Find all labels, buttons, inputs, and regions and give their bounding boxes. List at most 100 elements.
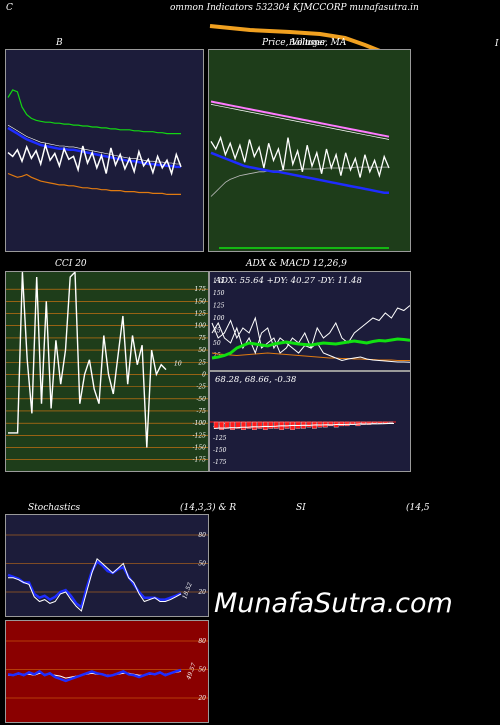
- cci-tick-label: -175: [193, 457, 207, 464]
- rsi-tick-label: 20: [197, 695, 206, 702]
- rsi-params: (14,5: [406, 503, 430, 513]
- adx-line: [211, 337, 410, 360]
- cci-tick-label: 150: [195, 298, 207, 305]
- ma-short: [210, 151, 389, 194]
- adx-tick-label: 150: [213, 290, 225, 297]
- stoch-k-line: [8, 557, 182, 612]
- page-title: ommon Indicators 532304 KJMCCORP munafas…: [170, 3, 419, 13]
- price-chart: [210, 100, 390, 249]
- adx-tick-label: 50: [213, 340, 221, 347]
- cci-title: CCI 20: [55, 259, 87, 269]
- cci-chart: 175 150 125 100 75 50 25 0 -25 -50 -75 -100 -125 -150…: [6, 272, 208, 464]
- rsi-panel: 80 50 20 49.57: [5, 620, 209, 723]
- bollinger-label: Bollinger: [289, 38, 327, 47]
- macd-tick-label: -125: [213, 435, 227, 442]
- volume-line: [209, 24, 386, 55]
- macd-histogram-bar: [213, 421, 219, 429]
- stochastics-panel: 80 50 20 18.52: [5, 514, 209, 617]
- header-left-letter: C: [6, 3, 13, 13]
- bb-price-line: [7, 142, 182, 177]
- adx-baseline: [211, 352, 410, 361]
- macd-histogram-bar: [306, 421, 312, 428]
- macd-histogram-bar: [262, 421, 268, 430]
- cci-tick-label: -100: [193, 420, 207, 427]
- macd-histogram-bar: [372, 421, 377, 424]
- price-panel: [208, 49, 411, 252]
- adx-panel: 175 150 125 100 75 50 25 ADX: 55.64 +DY: 40.27…: [209, 271, 411, 371]
- cci-line: [8, 272, 167, 448]
- rsi-tick-label: 50: [198, 667, 206, 674]
- cci-tick-label: -125: [193, 432, 207, 439]
- bollinger-title: B: [56, 38, 63, 48]
- macd-histogram-bar: [235, 421, 241, 429]
- macd-histogram-bar: [257, 421, 263, 429]
- stoch-tick-label: 50: [198, 561, 206, 568]
- cci-tick-label: 25: [197, 359, 206, 366]
- rsi-last-value: 49.57: [185, 662, 198, 682]
- cci-tick-label: 0: [202, 371, 206, 378]
- plus-di-line: [211, 305, 410, 354]
- cci-tick-label: 175: [195, 286, 207, 293]
- ma-medium: [210, 166, 389, 197]
- macd-histogram-bar: [241, 421, 246, 430]
- cci-tick-label: -75: [196, 408, 206, 415]
- ma-long: [210, 100, 390, 138]
- macd-values: 68.28, 68.66, -0.38: [215, 375, 297, 385]
- cci-tick-label: -50: [196, 396, 206, 403]
- adx-tick-label: 125: [213, 303, 225, 310]
- macd-histogram-bar: [366, 421, 372, 425]
- macd-tick-label: -150: [213, 447, 227, 454]
- macd-histogram-bar: [230, 421, 235, 430]
- macd-line: [213, 423, 394, 429]
- macd-histogram-bar: [219, 421, 225, 430]
- bollinger-chart: [7, 89, 182, 195]
- adx-tick-label: 75: [213, 328, 221, 335]
- macd-tick-label: -175: [213, 459, 227, 466]
- price-line: [210, 135, 390, 178]
- macd-histogram-bar: [252, 421, 257, 430]
- stochastics-params: (14,3,3) & R: [180, 503, 237, 513]
- adx-values: ADX: 55.64 +DY: 40.27 -DY: 11.48: [215, 276, 362, 286]
- macd-histogram-bar: [246, 421, 252, 429]
- ma-long-outline: [210, 104, 390, 140]
- macd-histogram-bar: [273, 421, 279, 429]
- bb-lower-band: [7, 172, 181, 195]
- stoch-tick-label: 80: [198, 532, 206, 539]
- rsi-chart: 80 50 20 49.57: [6, 638, 208, 702]
- adx-tick-label: 100: [213, 315, 225, 322]
- macd-histogram-bar: [284, 421, 290, 429]
- rsi-tick-label: 80: [198, 638, 206, 645]
- macd-histogram-bar: [328, 421, 334, 427]
- stoch-tick-label: 20: [197, 589, 206, 596]
- macd-histogram-bar: [377, 421, 383, 424]
- price-title: Price, Volume, MA: [262, 38, 347, 48]
- cci-tick-label: 125: [195, 311, 207, 318]
- cci-tick-label: -25: [196, 384, 206, 391]
- adx-macd-title: ADX & MACD 12,26,9: [246, 259, 347, 269]
- macd-histogram-bar: [361, 421, 366, 425]
- cci-tick-label: 100: [195, 323, 207, 330]
- stoch-d-line: [7, 559, 182, 610]
- stoch-last-value: 18.52: [181, 581, 194, 600]
- cci-tick-label: 75: [198, 335, 206, 342]
- bollinger-panel: [5, 49, 204, 252]
- watermark: MunafaSutra.com: [214, 588, 453, 619]
- macd-panel: -100-125-150-175 68.28, 68.66, -0.38: [209, 371, 411, 472]
- bb-upper-band: [7, 89, 181, 135]
- cci-tick-label: -150: [193, 445, 207, 452]
- stochastics-title: Stochastics: [28, 503, 81, 513]
- macd-histogram-bar: [268, 421, 274, 429]
- bb-middle-band-outline: [7, 124, 181, 165]
- right-edge-letter: I: [495, 39, 499, 49]
- adx-tick-label: 175: [213, 278, 225, 285]
- macd-chart: -100-125-150-175: [210, 421, 396, 466]
- bb-middle-band: [7, 126, 181, 169]
- cci-last-value: 10: [174, 361, 182, 368]
- rsi-title: SI: [296, 503, 306, 513]
- cci-panel: 175 150 125 100 75 50 25 0 -25 -50 -75 -100 -125 -150…: [5, 271, 209, 472]
- rsi-line: [7, 668, 182, 683]
- volume-strip: [209, 24, 386, 55]
- macd-histogram-bar: [224, 421, 230, 429]
